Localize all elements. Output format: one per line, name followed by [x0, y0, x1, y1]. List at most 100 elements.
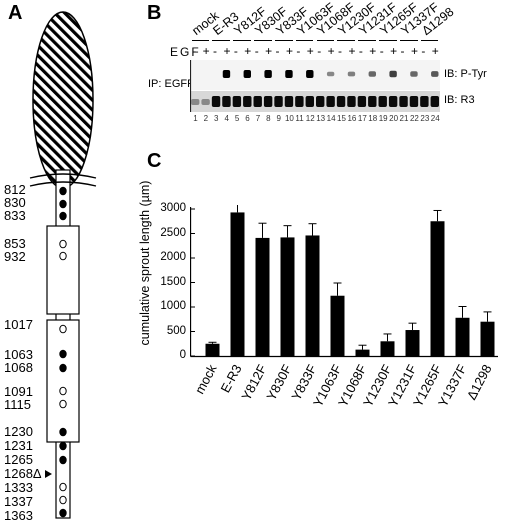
tyrosine-filled-marker	[59, 349, 67, 359]
residue-1068: 1068	[4, 360, 33, 375]
egf-plus-sign: +	[348, 44, 356, 58]
bar-Y812F	[255, 237, 270, 356]
bar-Y830F	[280, 237, 295, 356]
ptyr-band	[264, 70, 272, 78]
membrane-line-bottom	[29, 181, 97, 187]
r3-band	[368, 96, 377, 107]
tyrosine-filled-marker	[59, 508, 67, 518]
sample-group-line	[295, 40, 314, 41]
r3-band	[326, 96, 335, 107]
blot-r3-strip	[190, 91, 440, 112]
r3-band	[399, 96, 408, 107]
tyrosine-filled-marker	[59, 441, 67, 451]
ptyr-band	[389, 70, 397, 78]
ptyr-bands	[222, 70, 439, 78]
sample-group-line	[420, 40, 439, 41]
tyrosine-filled-marker	[59, 211, 67, 221]
sample-group-line	[254, 40, 272, 41]
residue-833: 833	[4, 208, 26, 223]
y-axis-label: cumulative sprout length (µm)	[138, 180, 152, 346]
bar-Y833F	[305, 235, 320, 356]
kinase-domain-2	[46, 319, 80, 443]
egf-plus-sign: +	[244, 44, 252, 58]
r3-band-faint	[201, 99, 210, 105]
bar-chart	[190, 205, 498, 358]
lane-number: 2	[203, 114, 209, 123]
y-tick-label: 0	[179, 349, 186, 361]
bar-E-R3	[230, 212, 245, 356]
tyrosine-filled-marker	[59, 199, 67, 209]
panel-label-b: B	[147, 2, 162, 24]
egf-plus-sign: +	[431, 44, 439, 58]
egf-minus-sign: -	[379, 44, 384, 58]
r3-band	[316, 96, 325, 107]
r3-band	[378, 96, 387, 107]
egf-minus-sign: -	[358, 44, 363, 58]
egf-minus-sign: -	[275, 44, 280, 58]
lane-number: 5	[234, 114, 240, 123]
sample-group-line	[316, 40, 335, 41]
egf-plus-sign: +	[306, 44, 314, 58]
residue-1063: 1063	[4, 347, 33, 362]
sample-group-line	[358, 40, 376, 41]
lane-number: 11	[295, 114, 304, 123]
r3-band	[409, 96, 419, 107]
egf-minus-sign: -	[296, 44, 301, 58]
r3-band	[232, 96, 242, 107]
y-tick-label: 3000	[160, 202, 186, 214]
bar-Y1265F	[430, 221, 445, 356]
egf-minus-sign: -	[317, 44, 322, 58]
r3-band	[336, 96, 346, 107]
egf-plus-sign: +	[390, 44, 398, 58]
residue-1337: 1337	[4, 494, 33, 509]
lane-number: 12	[305, 114, 315, 123]
residue-830: 830	[4, 195, 26, 210]
ib-r3-label: IB: R3	[444, 94, 475, 106]
residue-1017: 1017	[4, 317, 33, 332]
sample-group-line	[233, 40, 251, 41]
r3-band	[222, 96, 231, 107]
y-tick-label: 500	[166, 324, 186, 337]
ptyr-band	[347, 71, 356, 77]
r3-band-faint	[191, 99, 200, 105]
receptor-schematic	[29, 11, 97, 519]
ptyr-band	[306, 70, 314, 78]
residue-1091: 1091	[4, 384, 33, 399]
ib-ptyr-label: IB: P-Tyr	[444, 68, 487, 80]
bar-Y1337F	[455, 317, 470, 356]
egf-minus-sign: -	[233, 44, 238, 58]
r3-band	[274, 96, 283, 107]
lane-number: 4	[224, 114, 229, 123]
bar-mock	[205, 343, 220, 356]
residue-853: 853	[4, 236, 26, 251]
egf-plus-sign: +	[223, 44, 231, 58]
egf-plus-sign: +	[410, 44, 418, 58]
y-tick-label: 1000	[160, 300, 186, 312]
r3-band	[295, 96, 304, 107]
ip-label: IP: EGFR	[148, 78, 196, 90]
lane-number: 6	[245, 114, 250, 123]
egf-plus-sign: +	[369, 44, 377, 58]
lane-number: 15	[337, 114, 346, 123]
blot-ptyr-strip	[190, 60, 440, 90]
lane-number: 3	[214, 114, 219, 123]
lane-number: 23	[420, 114, 430, 123]
egf-minus-sign: -	[254, 44, 259, 58]
deletion-arrow-icon	[45, 470, 52, 478]
lane-number: 10	[284, 114, 294, 123]
lane-number: 20	[389, 114, 399, 123]
residue-1230: 1230	[4, 424, 33, 439]
lane-number: 13	[316, 114, 326, 123]
r3-band	[347, 96, 356, 107]
tyrosine-filled-marker	[59, 363, 67, 373]
tyrosine-filled-marker	[59, 427, 67, 437]
egf-minus-sign: -	[421, 44, 426, 58]
residue-1333: 1333	[4, 480, 33, 495]
residue-812: 812	[4, 182, 26, 197]
lane-number: 24	[430, 114, 440, 123]
egf-minus-sign: -	[192, 44, 197, 58]
ptyr-band	[368, 71, 376, 77]
lane-number: 19	[378, 114, 388, 123]
residue-1268-deletion: 1268Δ	[4, 466, 42, 481]
lane-number: 9	[276, 114, 281, 123]
